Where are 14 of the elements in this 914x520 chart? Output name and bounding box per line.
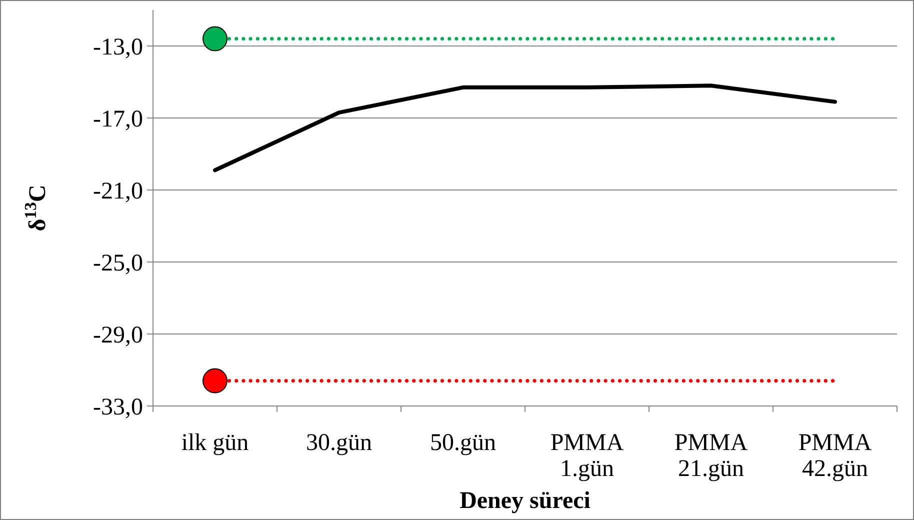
y-tick-label: -21,0 [93,178,143,204]
line-series [213,84,837,172]
x-tick-label: PMMA 42.gün [798,430,872,482]
x-tick-label: PMMA 21.gün [674,430,748,482]
x-tick-label: 30.gün [306,430,372,456]
y-tick-label: -13,0 [93,34,143,60]
x-tick-label: ilk gün [181,430,249,456]
y-tick-label: -33,0 [93,394,143,420]
y-tick-label: -17,0 [93,106,143,132]
x-tick-label: 50.gün [430,430,496,456]
x-tick-label: PMMA 1.gün [550,430,624,482]
y-tick-label: -29,0 [93,322,143,348]
y-tick-label: -25,0 [93,250,143,276]
x-axis-title: Deney süreci [460,488,591,514]
